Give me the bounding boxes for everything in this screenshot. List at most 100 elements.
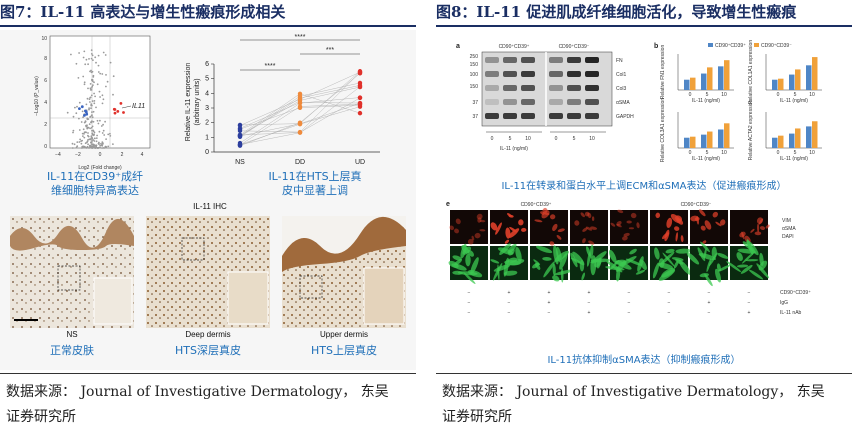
volcano-point: [90, 147, 93, 149]
treatment-mark: +: [508, 290, 511, 296]
blot-band: [503, 99, 517, 105]
blot-band: [567, 113, 581, 119]
dotplot-yticks: 0 1 2 3 4 5 6: [205, 61, 214, 156]
bar: [707, 67, 713, 90]
bar: [701, 73, 707, 90]
volcano-ytick: 2: [44, 122, 47, 128]
volcano-xtick: 2: [121, 152, 124, 158]
blot-band: [485, 57, 499, 63]
bar-dose-label: 10: [721, 150, 727, 156]
volcano-xlabel: Log2 (Fold change): [78, 165, 122, 171]
volcano-point: [81, 110, 84, 113]
dotplot-ytick: 1: [205, 134, 209, 141]
figure-7-title: 图7：IL-11 高表达与增生性瘢痕形成相关: [0, 3, 286, 21]
ihc-caption-deep: HTS深层真皮: [175, 344, 241, 357]
treatment-row-label: CD90⁺CD39⁺: [780, 290, 811, 296]
treatment-mark: −: [628, 290, 631, 296]
figure-7-panel: 图7：IL-11 高表达与增生性瘢痕形成相关 −Log10 (P_value) …: [0, 0, 416, 436]
dot-ud: [357, 101, 363, 107]
volcano-point: [93, 81, 95, 84]
il11-expression-dotplot: Relative IL-11 expression (arbitrary uni…: [185, 34, 380, 166]
volcano-point: [97, 146, 100, 149]
paired-lines: [239, 71, 361, 146]
volcano-point: [88, 107, 90, 110]
volcano-point: [96, 134, 98, 137]
volcano-point: [105, 85, 107, 88]
blot-band: [567, 71, 581, 77]
blot-dose: 5: [573, 136, 576, 142]
volcano-point: [84, 120, 87, 123]
dotplot-ylabel-units: (arbitrary units): [194, 78, 201, 125]
volcano-point: [112, 143, 114, 145]
volcano-point: [107, 133, 110, 136]
bar-dose-label: 0: [689, 92, 692, 98]
volcano-point: [72, 129, 75, 132]
volcano-point: [91, 114, 93, 116]
volcano-point: [71, 142, 74, 145]
if-tile-asma: [450, 210, 488, 244]
volcano-point: [104, 54, 107, 56]
treatment-mark: −: [508, 310, 511, 316]
bar: [690, 77, 696, 90]
treatment-mark: −: [628, 300, 631, 306]
treatment-mark: −: [668, 300, 671, 306]
bar: [772, 79, 778, 90]
blot-dose: 5: [509, 136, 512, 142]
blot-band-name: GAPDH: [616, 114, 634, 120]
volcano-point: [77, 77, 80, 79]
dot-dd: [297, 121, 303, 127]
volcano-point: [91, 111, 93, 113]
volcano-point: [93, 92, 95, 95]
volcano-point: [89, 115, 92, 118]
bar-xlabel: IL-11 (ng/ml): [780, 156, 808, 162]
volcano-xtick: −4: [55, 152, 61, 158]
volcano-point: [89, 138, 92, 141]
volcano-point: [102, 129, 105, 132]
volcano-point: [95, 61, 97, 64]
volcano-point: [83, 131, 86, 134]
bar: [707, 131, 713, 148]
volcano-point: [89, 101, 91, 103]
volcano-point: [97, 54, 100, 57]
sig-right: ***: [326, 47, 334, 54]
dot-dd: [297, 104, 303, 109]
ihc-header: IL-11 IHC: [193, 202, 227, 211]
volcano-point: [83, 83, 86, 86]
volcano-point: [93, 137, 96, 140]
volcano-point: [99, 96, 101, 98]
source-note: 数据来源： Journal of Investigative Dermatolo…: [442, 384, 825, 425]
volcano-point: [107, 145, 110, 148]
volcano-point: [106, 80, 109, 83]
bar-dose-label: 0: [777, 150, 780, 156]
treatment-mark: −: [708, 310, 711, 316]
source-rule: [436, 373, 852, 374]
blot-band: [485, 85, 499, 91]
volcano-point: [91, 137, 94, 140]
treatment-mark: −: [468, 310, 471, 316]
volcano-point: [75, 112, 78, 115]
dot-dd: [297, 129, 303, 135]
volcano-ytick: 6: [44, 78, 47, 84]
volcano-point: [112, 93, 114, 96]
blot-group-left: CD90⁺CD39⁺: [499, 44, 530, 50]
dot-dd: [297, 100, 303, 105]
volcano-ylabel: −Log10 (P_value): [34, 76, 40, 116]
treatment-row-label: IgG: [780, 300, 788, 306]
bar: [724, 123, 730, 148]
volcano-point: [98, 90, 101, 93]
volcano-point: [94, 95, 96, 98]
bar: [718, 129, 724, 148]
figure-7-image-area: −Log10 (P_value) Log2 (Fold change) −4 −…: [0, 30, 416, 370]
volcano-point: [83, 133, 85, 135]
volcano-point: [91, 80, 94, 82]
volcano-point-up: [119, 102, 123, 105]
volcano-point: [78, 129, 81, 131]
volcano-point: [78, 117, 80, 120]
volcano-point: [83, 145, 86, 148]
treatment-mark: −: [748, 300, 751, 306]
volcano-point: [86, 97, 89, 100]
volcano-point: [94, 56, 97, 59]
dot-ud: [357, 110, 363, 116]
volcano-point: [101, 94, 104, 97]
volcano-point: [100, 125, 103, 127]
